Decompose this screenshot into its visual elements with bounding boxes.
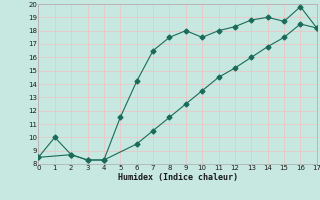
X-axis label: Humidex (Indice chaleur): Humidex (Indice chaleur) [118,173,238,182]
